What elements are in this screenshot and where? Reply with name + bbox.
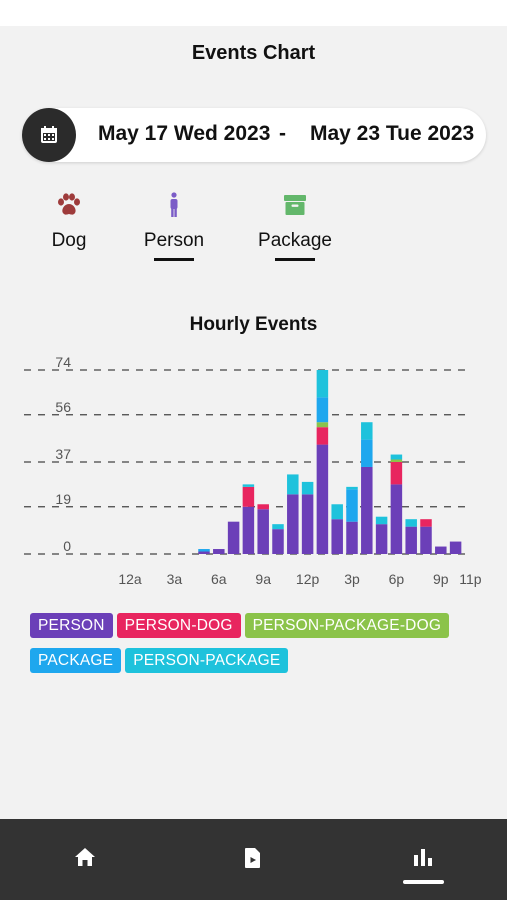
bar-segment <box>420 526 432 554</box>
filter-person-label: Person <box>143 230 205 251</box>
status-strip <box>0 0 507 26</box>
x-tick-label: 6p <box>389 571 405 587</box>
nav-events-chart[interactable] <box>338 819 507 900</box>
end-date[interactable]: May 23 Tue 2023 <box>310 122 475 145</box>
bar-segment <box>316 370 329 398</box>
bar-segment <box>316 444 329 554</box>
bar-segment <box>346 489 358 522</box>
bar-segment <box>257 509 269 554</box>
calendar-icon <box>41 126 57 143</box>
bar-segment <box>346 486 358 490</box>
recordings-icon <box>245 848 260 868</box>
bar-segment <box>301 481 314 495</box>
bar-segment <box>242 484 255 487</box>
chart-title: Hourly Events <box>189 314 318 335</box>
bar-segment <box>242 486 255 507</box>
x-tick-label: 12a <box>118 571 142 587</box>
bar-segment <box>405 519 417 527</box>
y-tick-label: 37 <box>55 446 71 462</box>
y-tick-label: 74 <box>55 354 71 370</box>
date-range-picker[interactable]: May 17 Wed 2023 - May 23 Tue 2023 <box>22 108 486 162</box>
filter-package-selected-indicator <box>275 258 315 261</box>
legend-item: PERSON-PACKAGE-DOG <box>244 613 450 638</box>
bottom-nav <box>0 819 507 900</box>
legend-item: PACKAGE <box>30 648 122 673</box>
date-separator: - <box>279 122 286 145</box>
nav-recordings[interactable] <box>169 819 338 900</box>
x-tick-label: 9a <box>255 571 271 587</box>
filter-package[interactable]: Package <box>245 190 345 261</box>
filter-person[interactable]: Person <box>124 190 224 261</box>
bar-chart-icon <box>414 849 432 866</box>
hourly-events-chart: 0 19 37 56 74 12a 3a 6a 9a 12p 3p 6p 9p 11p <box>24 354 482 587</box>
start-date[interactable]: May 17 Wed 2023 <box>98 122 271 145</box>
bar-segment <box>213 549 225 554</box>
x-tick-label: 9p <box>433 571 449 587</box>
legend-item: PERSON-PACKAGE <box>125 648 289 673</box>
person-icon <box>170 192 178 217</box>
bar-segment <box>316 427 329 445</box>
filter-package-label: Package <box>258 230 332 251</box>
y-tick-label: 0 <box>63 538 71 554</box>
bar-segment <box>242 506 255 554</box>
filter-person-selected-indicator <box>154 258 194 261</box>
calendar-button[interactable] <box>22 108 76 162</box>
legend-item: PERSON <box>30 613 113 638</box>
x-tick-label: 3p <box>344 571 360 587</box>
bar-segment <box>390 454 403 460</box>
x-tick-label: 11p <box>459 571 482 587</box>
page-title: Events Chart <box>191 42 316 64</box>
bar-segment <box>449 541 462 554</box>
bar-segment <box>420 519 432 527</box>
bar-segment <box>257 504 269 510</box>
bar-segment <box>405 526 417 554</box>
bar-segment <box>287 494 299 554</box>
bar-segment <box>375 516 388 525</box>
bar-segment <box>316 397 329 423</box>
filter-dog-label: Dog <box>51 230 87 251</box>
x-tick-label: 6a <box>211 571 227 587</box>
package-icon <box>284 195 306 215</box>
bar-segment <box>375 524 388 554</box>
bar-segment <box>390 484 403 554</box>
y-tick-label: 19 <box>55 491 71 507</box>
bar-segment <box>272 529 284 554</box>
legend-item: PERSON-DOG <box>116 613 241 638</box>
bar-segment <box>331 504 343 520</box>
bar-segment <box>361 439 373 467</box>
paw-icon <box>58 193 80 215</box>
bar-segment <box>346 521 358 554</box>
x-tick-label: 12p <box>296 571 320 587</box>
bar-segment <box>227 521 240 554</box>
chart-legend: PERSON PERSON-DOG PERSON-PACKAGE-DOG PACKAG… <box>30 613 480 683</box>
nav-home[interactable] <box>0 819 169 900</box>
home-icon <box>75 848 95 866</box>
filter-dog[interactable]: Dog <box>19 190 119 252</box>
bar-segment <box>316 422 329 428</box>
bar-segment <box>198 551 210 554</box>
bar-segment <box>301 494 314 554</box>
nav-active-indicator <box>403 880 444 884</box>
bar-segment <box>272 524 284 530</box>
bar-segment <box>390 462 403 485</box>
bar-segment <box>390 459 403 462</box>
bar-segment <box>198 549 210 552</box>
bar-segment <box>435 546 447 554</box>
y-tick-label: 56 <box>55 399 71 415</box>
bar-segment <box>361 466 373 554</box>
bar-segment <box>361 422 373 440</box>
x-tick-label: 3a <box>167 571 183 587</box>
bar-segment <box>331 519 343 554</box>
bar-segment <box>287 474 299 495</box>
